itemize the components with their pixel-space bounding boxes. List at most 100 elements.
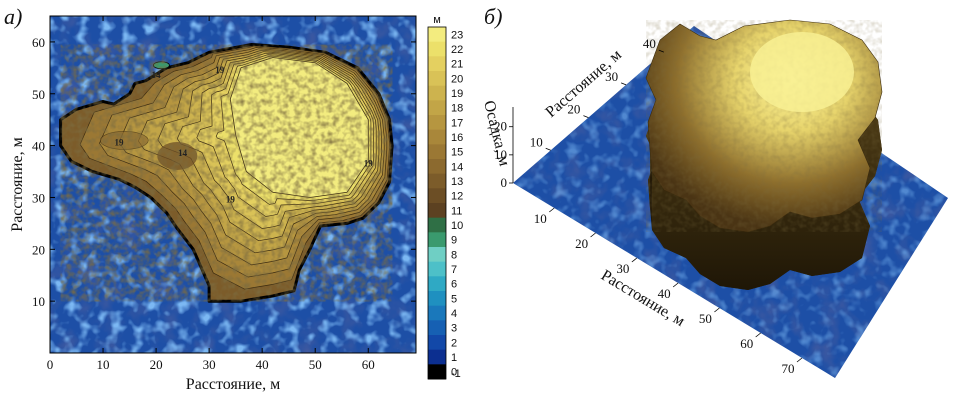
- colorbar-segment: [428, 291, 446, 307]
- colorbar-label: 15: [451, 147, 463, 159]
- colorbar-segment: [428, 188, 446, 204]
- surface-y-tick-mark: [583, 115, 589, 118]
- colorbar-label: 13: [451, 176, 463, 188]
- surface-x-tick-mark: [755, 332, 761, 338]
- y-tick-label: 40: [32, 139, 45, 154]
- surface-x-tick-mark: [714, 307, 720, 313]
- x-axis-ticks: 0 10 20 30 40 50 60: [47, 16, 375, 372]
- surface-z-axis-label: Осадка, м: [480, 99, 513, 168]
- colorbar-segment: [428, 41, 446, 57]
- colorbar-label: 10: [451, 220, 463, 232]
- surface-3d: [513, 19, 948, 378]
- colorbar-segment: [428, 56, 446, 72]
- colorbar-label: 14: [451, 161, 463, 173]
- colorbar-segment: [428, 27, 446, 43]
- colorbar-segment: [428, 261, 446, 277]
- surface-x-tick-mark: [549, 207, 555, 213]
- colorbar-label: 19: [451, 88, 463, 100]
- x-tick-label: 20: [150, 357, 163, 372]
- colorbar-segment: [428, 276, 446, 292]
- colorbar-label: 2: [451, 337, 457, 349]
- contour-label: 19: [364, 158, 374, 168]
- colorbar-label: 9: [451, 235, 457, 247]
- surface-y-tick-mark: [620, 82, 627, 86]
- x-tick-label: 50: [309, 357, 322, 372]
- surface-y-tick-label: 40: [643, 36, 656, 51]
- panel-b-label: б): [484, 4, 502, 29]
- x-tick-label: 0: [47, 357, 54, 372]
- y-tick-label: 50: [32, 87, 45, 102]
- colorbar-unit: м: [433, 14, 441, 26]
- colorbar-label: 3: [451, 323, 457, 335]
- surface-x-tick-mark: [672, 282, 679, 288]
- surface-x-tick-label: 40: [658, 286, 671, 301]
- colorbar-label: 7: [451, 264, 457, 276]
- colorbar-label: 0: [451, 367, 457, 379]
- surface-y-tick-label: 30: [605, 69, 618, 84]
- shallow-patch: [152, 61, 170, 70]
- colorbar-segment: [428, 129, 446, 145]
- colorbar-segment: [428, 247, 446, 263]
- contour-label: 19: [114, 138, 124, 148]
- colorbar-label: 22: [451, 44, 463, 56]
- west-lobe-contour: [99, 131, 149, 150]
- colorbar-label: -1: [451, 368, 461, 380]
- surface-x-tick-label: 10: [534, 211, 547, 226]
- contour-label: 19: [215, 65, 225, 75]
- y-axis-label: Расстояние, м: [9, 137, 26, 231]
- colorbar-segment: [428, 232, 446, 248]
- colorbar-label: 23: [451, 29, 463, 41]
- colorbar-label: 8: [451, 249, 457, 261]
- surface-x-tick-mark: [796, 357, 803, 363]
- surface-y-tick-mark: [658, 49, 664, 53]
- basin-area: [157, 141, 198, 170]
- y-tick-label: 30: [32, 190, 45, 205]
- surface-y-tick-label: 10: [530, 134, 543, 149]
- surface-z-tick-label: 20: [494, 119, 507, 134]
- surface-axis-ticks: 10 20 30 40 50 60 70 10 20 30 40 0 10 20: [494, 36, 803, 376]
- contour-label: 14: [152, 70, 162, 80]
- colorbar-label: 11: [451, 205, 462, 217]
- surface-x-tick-label: 20: [575, 236, 588, 251]
- contour-label: 14: [178, 148, 188, 158]
- colorbar-segment: [428, 100, 446, 116]
- colorbar-label: 1: [451, 352, 457, 364]
- colorbar-label: 5: [451, 293, 457, 305]
- colorbar-label: 12: [451, 191, 463, 203]
- colorbar-label: 4: [451, 308, 457, 320]
- colorbar-segment: [428, 217, 446, 233]
- island-plateau: [750, 32, 854, 112]
- x-tick-label: 30: [203, 357, 216, 372]
- colorbar-label: 21: [451, 59, 463, 71]
- surface-x-tick-label: 30: [616, 261, 629, 276]
- surface-x-tick-mark: [631, 257, 638, 263]
- surface-x-tick-mark: [590, 232, 596, 238]
- colorbar-label: 20: [451, 73, 463, 85]
- x-tick-label: 40: [256, 357, 269, 372]
- colorbar-label: 18: [451, 103, 463, 115]
- x-axis-label: Расстояние, м: [186, 376, 280, 393]
- x-tick-label: 60: [362, 357, 375, 372]
- surface-y-tick-label: 20: [567, 102, 580, 117]
- y-tick-label: 10: [32, 294, 45, 309]
- plateau-contour: [229, 57, 369, 198]
- colorbar-segment: [428, 364, 446, 380]
- colorbar-label: 6: [451, 279, 457, 291]
- colorbar-label: 16: [451, 132, 463, 144]
- y-tick-label: 60: [32, 35, 45, 50]
- surface-y-tick-mark: [545, 147, 551, 151]
- colorbar-segment: [428, 349, 446, 365]
- y-tick-label: 20: [32, 242, 45, 257]
- contour-label: 19: [226, 195, 236, 205]
- colorbar-segment: [428, 173, 446, 189]
- colorbar-label: 17: [451, 117, 463, 129]
- surface-x-tick-label: 70: [781, 361, 794, 376]
- colorbar-segment: [428, 305, 446, 321]
- surface-x-tick-label: 50: [699, 311, 712, 326]
- colorbar-segment: [428, 203, 446, 219]
- map-frame: [49, 15, 417, 354]
- colorbar-segment: [428, 144, 446, 160]
